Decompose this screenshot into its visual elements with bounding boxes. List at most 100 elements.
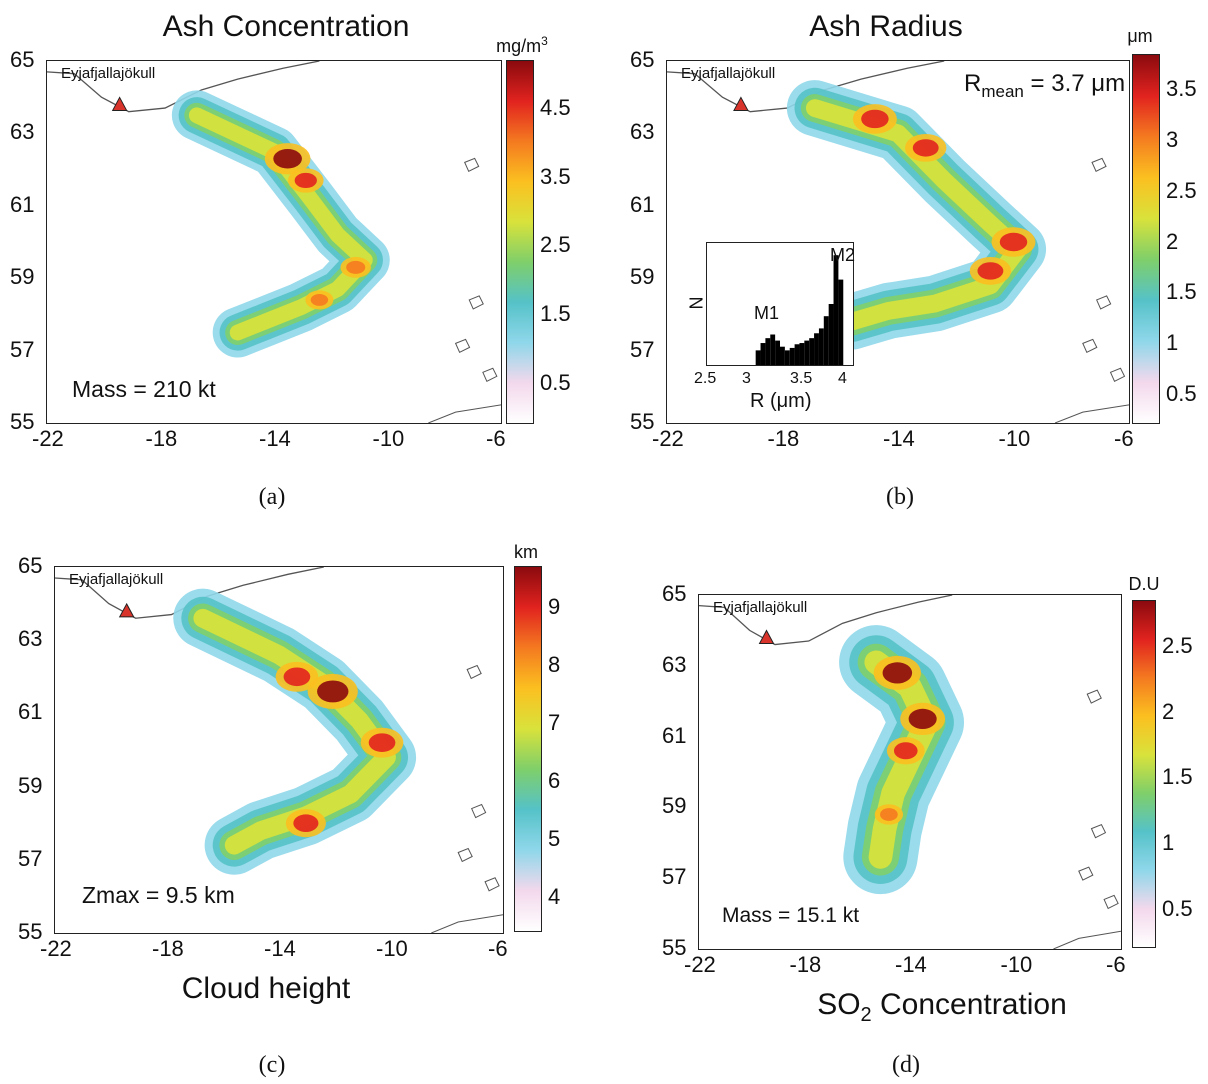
colorbar-unit: D.U [1128, 574, 1160, 594]
y-tick-label: 61 [630, 191, 655, 217]
plume-hotspot [893, 742, 918, 760]
volcano-label: Eyjafjallajökull [69, 571, 164, 588]
coastline [47, 61, 320, 113]
inset-x-tick-label: 2.5 [694, 370, 717, 387]
histogram-bar [804, 340, 810, 365]
plume-hotspot [293, 814, 319, 832]
coastline-south [1053, 930, 1121, 949]
y-tick-label: 57 [662, 864, 687, 890]
plume-hotspot [912, 139, 939, 157]
x-tick-label: -18 [152, 936, 184, 961]
x-tick-label: -22 [684, 952, 716, 977]
panel-ash-concentration: Ash Concentration Eyjafjallajökull Mass … [0, 0, 600, 520]
histogram-bar [784, 350, 790, 365]
island-outline [1091, 157, 1107, 173]
plume-hotspot [346, 260, 366, 274]
x-tick-label: -10 [998, 426, 1031, 451]
mass-annotation: Mass = 15.1 kt [722, 904, 860, 927]
y-tick-label: 63 [10, 119, 35, 145]
colorbar-tick-label: 3.5 [540, 163, 571, 189]
y-tick-label: 57 [18, 845, 43, 871]
colorbar-tick-label: 3 [1166, 127, 1179, 153]
histogram-bar [794, 344, 800, 365]
colorbar-tick-label: 6 [548, 767, 561, 793]
panel-ash-radius: Ash Radius Eyjafjallajökull Rmean = 3.7 … [604, 0, 1208, 520]
x-tick-label: -18 [145, 426, 178, 451]
volcano-label: Eyjafjallajökull [61, 65, 156, 82]
radius-mean-annotation: Rmean = 3.7 μm [964, 70, 1126, 101]
x-tick-label: -10 [372, 426, 405, 451]
island-outline [1090, 824, 1107, 839]
histogram-bar [818, 328, 824, 365]
y-tick-label: 59 [18, 772, 43, 798]
map-area: Eyjafjallajökull [698, 594, 1122, 950]
colorbar-tick-label: 1.5 [1166, 279, 1197, 305]
map-svg [47, 61, 501, 423]
histogram-bar [789, 347, 795, 365]
colorbar-tick-label: 3.5 [1166, 76, 1197, 102]
volcano-marker-icon [118, 602, 135, 618]
inset-x-tick-label: 3.5 [790, 370, 813, 387]
panel-label: (a) [258, 484, 286, 510]
colorbar-tick-label: 0.5 [1162, 895, 1193, 921]
island-outline [457, 847, 473, 863]
plume-hotspot [908, 708, 937, 729]
map-area: Eyjafjallajökull [666, 60, 1130, 424]
colorbar-unit: μm [1127, 26, 1153, 46]
histogram-bar [770, 334, 776, 365]
island-outline [454, 338, 471, 354]
island-outline [484, 877, 500, 892]
y-tick-label: 55 [10, 409, 35, 434]
coastline-south [428, 404, 501, 423]
y-tick-label: 61 [662, 722, 687, 748]
plume-hotspot [368, 733, 396, 753]
y-tick-label: 55 [630, 409, 655, 434]
island-outline [470, 803, 487, 819]
x-tick-label: -10 [1000, 952, 1033, 977]
colorbar [514, 566, 542, 932]
x-tick-label: -22 [40, 936, 72, 961]
colorbar [1132, 600, 1156, 948]
x-tick-label: -18 [767, 426, 800, 451]
plume-hotspot [977, 262, 1004, 280]
panel-title: Cloud height [181, 972, 351, 1005]
colorbar [1132, 54, 1160, 424]
colorbar-tick-label: 1 [1166, 329, 1179, 355]
colorbar [506, 60, 534, 424]
coastline [699, 595, 953, 646]
colorbar-unit: mg/m3 [496, 34, 548, 56]
panel-label: (b) [886, 484, 914, 510]
colorbar-tick-label: 4 [548, 884, 561, 910]
y-tick-label: 65 [10, 47, 35, 72]
inset-x-tick-label: 3 [742, 370, 751, 387]
x-tick-label: -10 [376, 936, 408, 961]
colorbar-tick-label: 5 [548, 826, 561, 852]
volcano-label: Eyjafjallajökull [713, 599, 808, 616]
volcano-marker-icon [733, 96, 749, 111]
plume-hotspot [882, 662, 913, 684]
colorbar-tick-label: 2 [1162, 698, 1175, 724]
island-outline [1095, 295, 1112, 310]
histogram-bar [823, 316, 829, 365]
plume-hotspot [317, 680, 349, 703]
plume-hotspot [880, 808, 898, 821]
histogram-bar [765, 338, 771, 365]
colorbar-unit: km [514, 542, 538, 562]
colorbar-tick-label: 2.5 [1162, 632, 1193, 658]
panel-title: SO2 Concentration [817, 988, 1067, 1026]
y-tick-label: 57 [10, 336, 35, 362]
map-svg [699, 595, 1121, 949]
colorbar-tick-label: 2.5 [1166, 177, 1197, 203]
colorbar-tick-label: 2.5 [540, 232, 571, 258]
island-outline [464, 157, 480, 173]
panel-cloud-height: Eyjafjallajökull Zmax = 9.5 km km Cloud … [0, 540, 600, 1084]
y-tick-label: 63 [662, 651, 687, 677]
x-tick-label: -22 [32, 426, 64, 451]
island-outline [1082, 338, 1098, 354]
panel-title: Ash Radius [809, 10, 963, 43]
island-outline [482, 367, 498, 383]
x-tick-label: -6 [488, 936, 508, 961]
y-tick-label: 65 [662, 581, 687, 606]
radius-histogram-inset [706, 242, 854, 366]
colorbar-tick-label: 4.5 [540, 95, 571, 121]
